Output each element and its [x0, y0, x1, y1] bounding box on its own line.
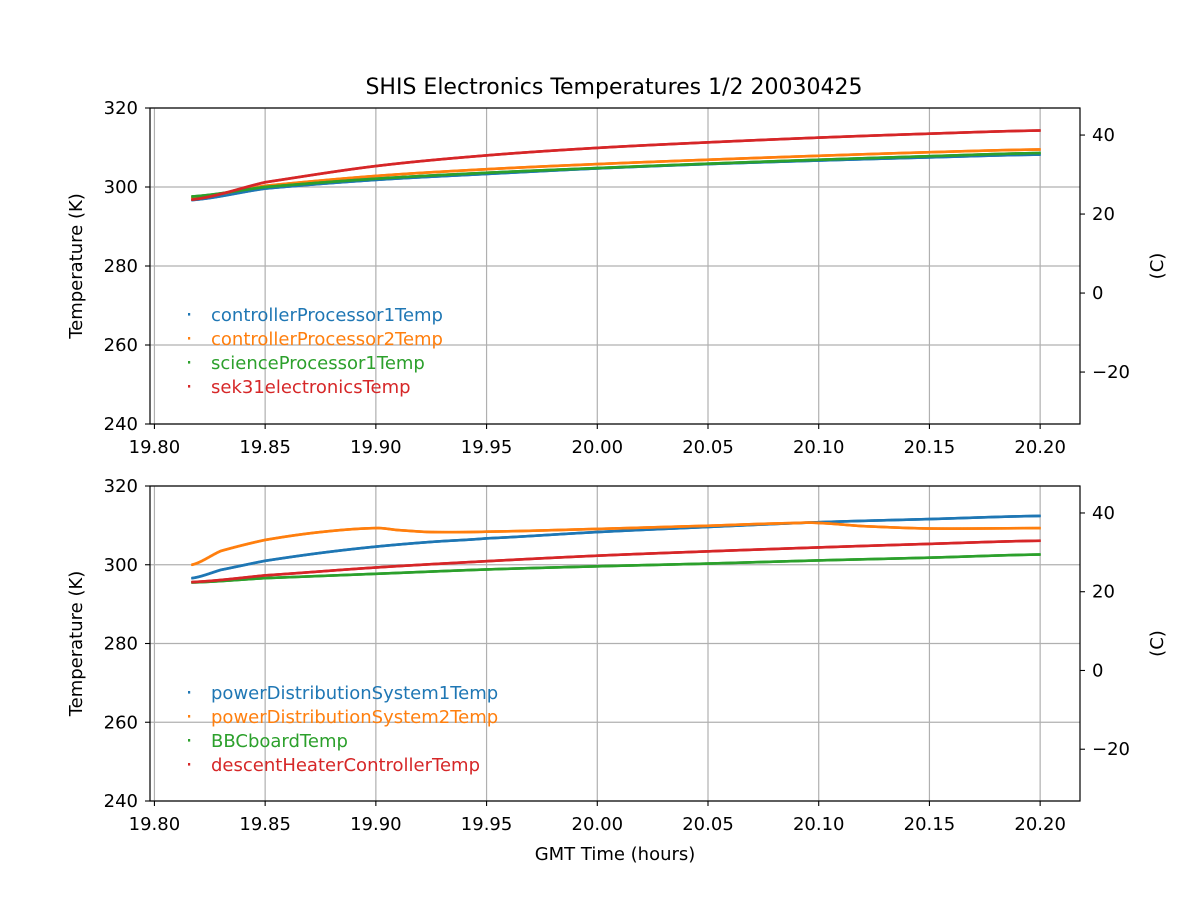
y-tick-label: 300	[104, 177, 138, 198]
y-tick-label: 280	[104, 256, 138, 277]
x-tick-label: 20.05	[682, 437, 734, 458]
legend-marker	[188, 361, 191, 364]
data-point	[1039, 151, 1041, 155]
x-tick-label: 19.80	[129, 437, 181, 458]
y-tick-label: 260	[104, 335, 138, 356]
data-point	[1039, 153, 1041, 156]
y2-tick-label: −20	[1092, 362, 1130, 383]
y-tick-label: 240	[104, 414, 138, 435]
y-axis-label: Temperature (K)	[66, 193, 87, 340]
legend-marker	[188, 337, 191, 340]
y2-tick-label: 20	[1092, 204, 1115, 225]
legend: controllerProcessor1Temp controllerProces…	[188, 305, 443, 398]
legend-label: controllerProcessor2Temp	[211, 329, 443, 350]
legend-label: scienceProcessor1Temp	[211, 353, 425, 374]
data-point	[1039, 129, 1041, 132]
x-tick-label: 20.20	[1014, 437, 1066, 458]
legend-marker	[188, 313, 191, 316]
data-point	[1039, 148, 1041, 151]
y2-tick-label: 40	[1092, 125, 1115, 146]
chart-title: SHIS Electronics Temperatures 1/2 200304…	[365, 75, 862, 100]
x-tick-label: 19.90	[350, 437, 402, 458]
x-tick-label: 20.00	[572, 437, 624, 458]
x-tick-label: 19.95	[461, 437, 513, 458]
y2-tick-label: 0	[1092, 283, 1103, 304]
x-tick-label: 19.85	[239, 437, 291, 458]
legend-label: controllerProcessor1Temp	[211, 305, 443, 326]
bottom-panel: 19.80 19.85 19.90 19.95 20.00 20.05 20.10 20.15…	[66, 476, 1168, 865]
legend-label: sek31electronicsTemp	[211, 377, 411, 398]
y2-axis-label: (C)	[1147, 253, 1168, 280]
series-scienceProcessor1Temp	[191, 151, 1041, 198]
legend-marker	[188, 385, 191, 388]
top-panel: 19.80 19.85 19.90 19.95 20.00 20.05 20.10 20.15…	[66, 98, 1168, 458]
x-tick-label: 20.15	[904, 437, 956, 458]
y-tick-label: 320	[104, 98, 138, 119]
series-sek31electronicsTemp	[191, 129, 1041, 201]
x-tick-label: 20.10	[793, 437, 845, 458]
